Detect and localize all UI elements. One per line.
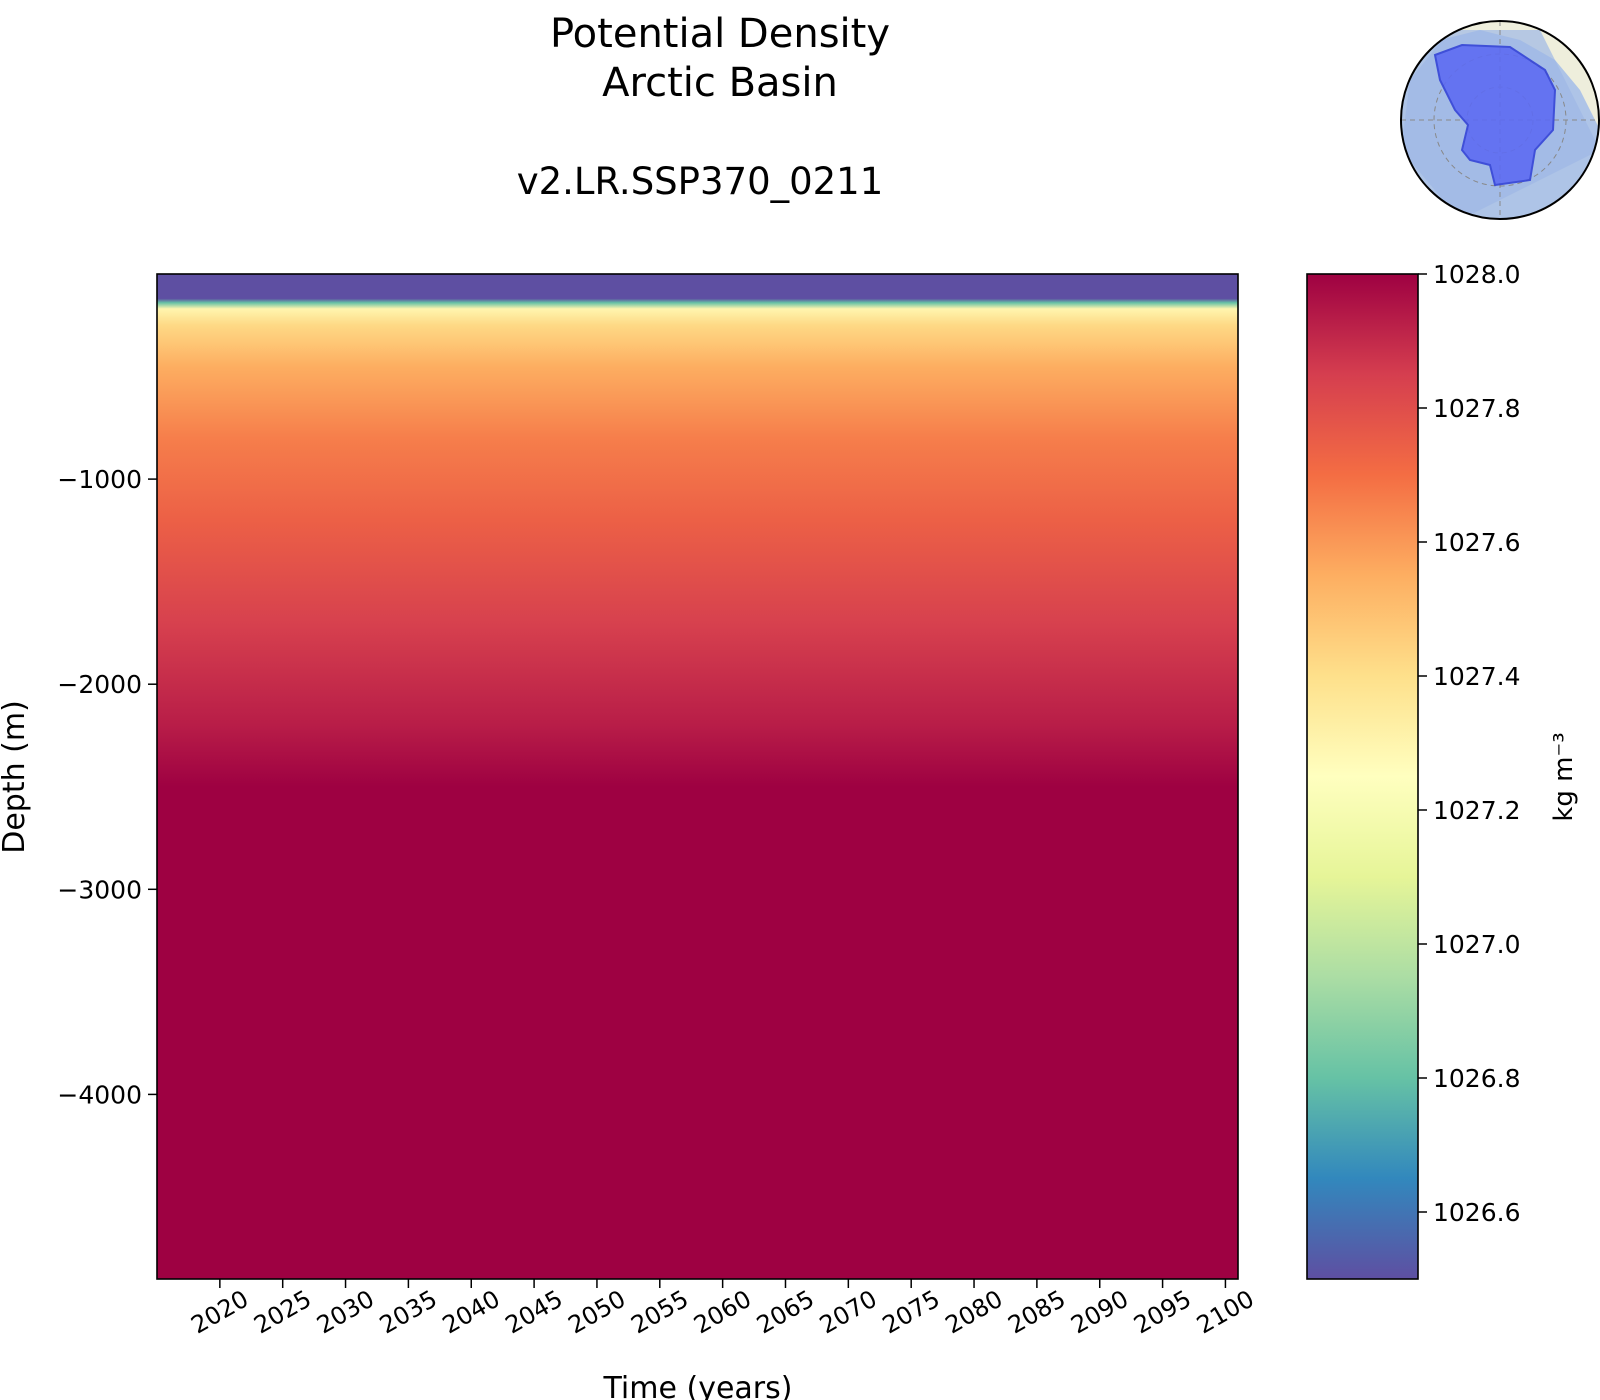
x-tick-label: 2060 (689, 1285, 756, 1340)
x-tick-label: 2085 (1003, 1285, 1070, 1340)
x-tick-label: 2065 (752, 1285, 819, 1340)
x-tick-label: 2040 (438, 1285, 505, 1340)
x-tick-label: 2045 (501, 1285, 568, 1340)
x-tick-label: 2030 (312, 1285, 379, 1340)
x-tick-label: 2080 (941, 1285, 1008, 1340)
y-tick-label: −2000 (57, 670, 142, 699)
arctic-basin-region-map-icon (1400, 20, 1600, 220)
colorbar-tick-label: 1027.0 (1433, 930, 1520, 959)
x-tick-label: 2100 (1192, 1285, 1259, 1340)
colorbar (1306, 273, 1419, 1280)
x-tick-label: 2050 (563, 1285, 630, 1340)
x-tick-label: 2020 (186, 1285, 253, 1340)
y-axis-label: Depth (m) (0, 700, 32, 854)
x-axis: 2020202520302035204020452050205520602065… (186, 1279, 1259, 1340)
colorbar-ticks: 1026.6 1026.8 1027.0 1027.2 1027.4 1027.6 1027… (1418, 260, 1520, 1227)
plot-frame (156, 273, 1239, 1280)
x-tick-label: 2090 (1066, 1285, 1133, 1340)
x-tick-label: 2075 (878, 1285, 945, 1340)
x-tick-label: 2055 (626, 1285, 693, 1340)
colorbar-tick-label: 1026.6 (1433, 1198, 1520, 1227)
y-tick-label: −4000 (57, 1080, 142, 1109)
colorbar-label: kg m⁻³ (1549, 732, 1579, 821)
x-axis-label: Time (years) (603, 1371, 793, 1400)
y-axis: −1000 −2000 −3000 −4000 (57, 465, 157, 1109)
colorbar-tick-label: 1028.0 (1433, 260, 1520, 289)
chart-subtitle: v2.LR.SSP370_0211 (516, 160, 884, 203)
y-tick-label: −1000 (57, 465, 142, 494)
colorbar-tick-label: 1027.2 (1433, 796, 1520, 825)
x-tick-label: 2035 (375, 1285, 442, 1340)
colorbar-tick-label: 1027.6 (1433, 528, 1520, 557)
x-tick-label: 2025 (249, 1285, 316, 1340)
y-tick-label: −3000 (57, 875, 142, 904)
chart-title-line-2: Arctic Basin (602, 60, 838, 106)
colorbar-tick-label: 1027.4 (1433, 662, 1520, 691)
x-tick-label: 2095 (1129, 1285, 1196, 1340)
colorbar-tick-label: 1026.8 (1433, 1064, 1520, 1093)
density-field (157, 274, 1238, 1279)
chart-title-line-1: Potential Density (549, 11, 891, 57)
x-tick-label: 2070 (815, 1285, 882, 1340)
colorbar-tick-label: 1027.8 (1433, 394, 1520, 423)
